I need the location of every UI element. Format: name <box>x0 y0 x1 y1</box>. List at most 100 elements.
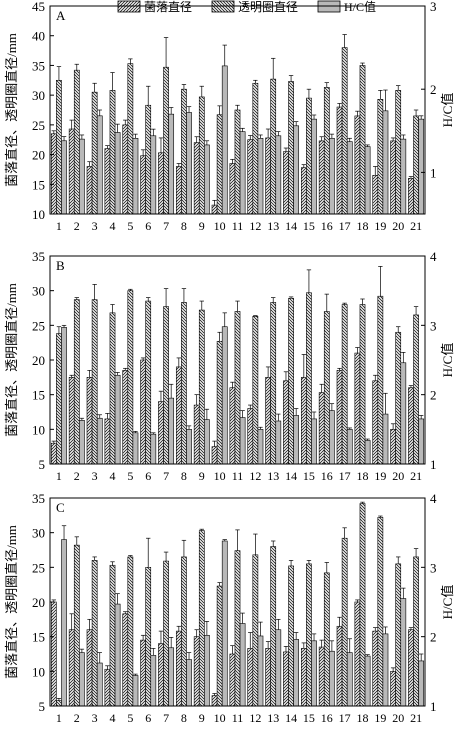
bar-A-halo-10 <box>216 114 223 215</box>
x-tick-label-B-9: 9 <box>199 469 205 483</box>
bar-A-colony-12 <box>247 139 254 215</box>
y2-tick-label-B-3: 3 <box>430 318 437 333</box>
bar-C-hc-19 <box>382 633 389 707</box>
bar-A-halo-17 <box>341 47 348 215</box>
bar-C-colony-15 <box>300 648 307 707</box>
bar-C-halo-3 <box>91 560 98 707</box>
bar-B-colony-2 <box>68 377 75 465</box>
x-tick-label-C-20: 20 <box>392 711 404 725</box>
y2-tick-label-A-1: 1 <box>430 165 437 180</box>
bar-B-hc-19 <box>382 413 389 465</box>
bar-A-hc-8 <box>186 112 192 215</box>
bar-A-colony-18 <box>354 115 361 215</box>
y-tick-label-C-15: 15 <box>32 630 45 645</box>
panels: 1 2 3 4 5 6 7 8 9 10 11 12 13 14 15 16 17 18 19 20 211015202… <box>4 0 455 725</box>
x-tick-label-B-6: 6 <box>145 469 151 483</box>
bar-C-colony-5 <box>122 613 129 707</box>
bar-C-halo-18 <box>359 503 366 707</box>
bar-A-hc-18 <box>364 146 371 215</box>
bar-B-halo-6 <box>145 300 152 465</box>
bar-B-colony-13 <box>265 377 271 465</box>
bar-B-hc-5 <box>132 432 139 465</box>
y2-tick-label-B-4: 4 <box>430 249 437 264</box>
bar-C-halo-21 <box>413 556 419 707</box>
bar-C-hc-10 <box>221 540 228 707</box>
x-tick-label-C-2: 2 <box>74 711 80 725</box>
x-tick-label-C-13: 13 <box>267 711 279 725</box>
bar-A-halo-15 <box>306 97 312 215</box>
x-tick-label-B-20: 20 <box>392 469 404 483</box>
bar-B-hc-2 <box>79 420 85 465</box>
bar-B-hc-8 <box>186 429 192 465</box>
bar-C-colony-9 <box>193 636 200 707</box>
bar-B-colony-21 <box>408 387 414 465</box>
y-tick-label-C-25: 25 <box>32 560 45 575</box>
y-tick-label-A-15: 15 <box>32 177 45 192</box>
bar-A-hc-17 <box>346 141 353 215</box>
x-tick-label-A-6: 6 <box>145 219 151 233</box>
y-tick-label-A-30: 30 <box>32 88 45 103</box>
bar-B-hc-20 <box>400 362 407 465</box>
y2-tick-label-C-2: 2 <box>430 630 437 645</box>
x-tick-label-B-3: 3 <box>92 469 98 483</box>
bar-C-colony-11 <box>229 653 236 707</box>
y-tick-label-C-20: 20 <box>32 595 45 610</box>
x-tick-label-A-11: 11 <box>232 219 244 233</box>
bar-C-colony-20 <box>390 671 396 707</box>
bar-B-hc-11 <box>239 417 246 465</box>
bar-C-halo-12 <box>252 554 259 707</box>
panel-B: 1 2 3 4 5 6 7 8 9 10 11 12 13 14 15 16 17 18 19 20 215101520… <box>4 249 455 483</box>
panel-C: 1 2 3 4 5 6 7 8 9 10 11 12 13 14 15 16 17 18 19 20 215101520… <box>4 491 455 725</box>
bar-B-hc-10 <box>221 326 228 465</box>
bar-C-halo-14 <box>288 565 294 707</box>
bar-C-colony-7 <box>158 643 164 707</box>
bar-A-hc-9 <box>204 144 210 215</box>
bar-C-hc-15 <box>311 640 317 707</box>
bar-C-colony-1 <box>50 601 57 707</box>
bar-C-hc-1 <box>61 539 67 707</box>
y-axis-label-A: 菌落直径、透明圈直径/mm <box>4 33 19 187</box>
x-tick-label-A-17: 17 <box>339 219 351 233</box>
panel-label-C: C <box>56 500 65 515</box>
y-tick-label-A-40: 40 <box>32 29 45 44</box>
bar-C-halo-17 <box>341 537 348 707</box>
bar-C-halo-1 <box>56 700 62 707</box>
bar-A-hc-7 <box>168 113 175 215</box>
x-tick-label-B-19: 19 <box>374 469 386 483</box>
bar-C-colony-13 <box>265 648 271 707</box>
x-tick-label-A-10: 10 <box>214 219 226 233</box>
bar-A-hc-15 <box>311 118 317 215</box>
legend-item-hc: H/C值 <box>317 0 376 14</box>
x-tick-label-C-16: 16 <box>321 711 333 725</box>
y2-tick-label-A-3: 3 <box>430 0 437 14</box>
bars-A <box>50 34 425 215</box>
bar-C-hc-14 <box>293 639 300 707</box>
y-tick-label-A-35: 35 <box>32 58 45 73</box>
bar-B-colony-18 <box>354 352 361 465</box>
bar-B-halo-9 <box>198 309 205 465</box>
bar-A-halo-13 <box>270 78 277 215</box>
bar-B-halo-16 <box>323 311 330 465</box>
y-tick-label-C-5: 5 <box>39 699 46 714</box>
y-tick-label-A-25: 25 <box>32 118 45 133</box>
bar-C-halo-11 <box>234 550 241 707</box>
y-tick-label-C-30: 30 <box>32 526 45 541</box>
bar-B-colony-12 <box>247 408 254 465</box>
bar-C-halo-15 <box>306 563 312 707</box>
bar-A-halo-3 <box>91 91 98 215</box>
panel-label-A: A <box>56 8 66 23</box>
bar-A-halo-12 <box>252 82 259 215</box>
bar-A-colony-3 <box>86 166 93 215</box>
y-tick-label-C-35: 35 <box>32 491 45 506</box>
bar-A-colony-17 <box>336 106 343 215</box>
bar-C-hc-11 <box>239 623 246 707</box>
bar-C-halo-19 <box>377 517 384 707</box>
bar-B-halo-7 <box>163 306 169 465</box>
bar-B-colony-20 <box>390 429 396 465</box>
bar-C-halo-9 <box>198 530 205 707</box>
bar-B-hc-9 <box>204 419 210 465</box>
bar-A-colony-7 <box>158 152 164 215</box>
plot-frame-A <box>49 5 426 215</box>
bar-B-colony-15 <box>300 377 307 465</box>
bar-A-hc-11 <box>239 131 246 215</box>
